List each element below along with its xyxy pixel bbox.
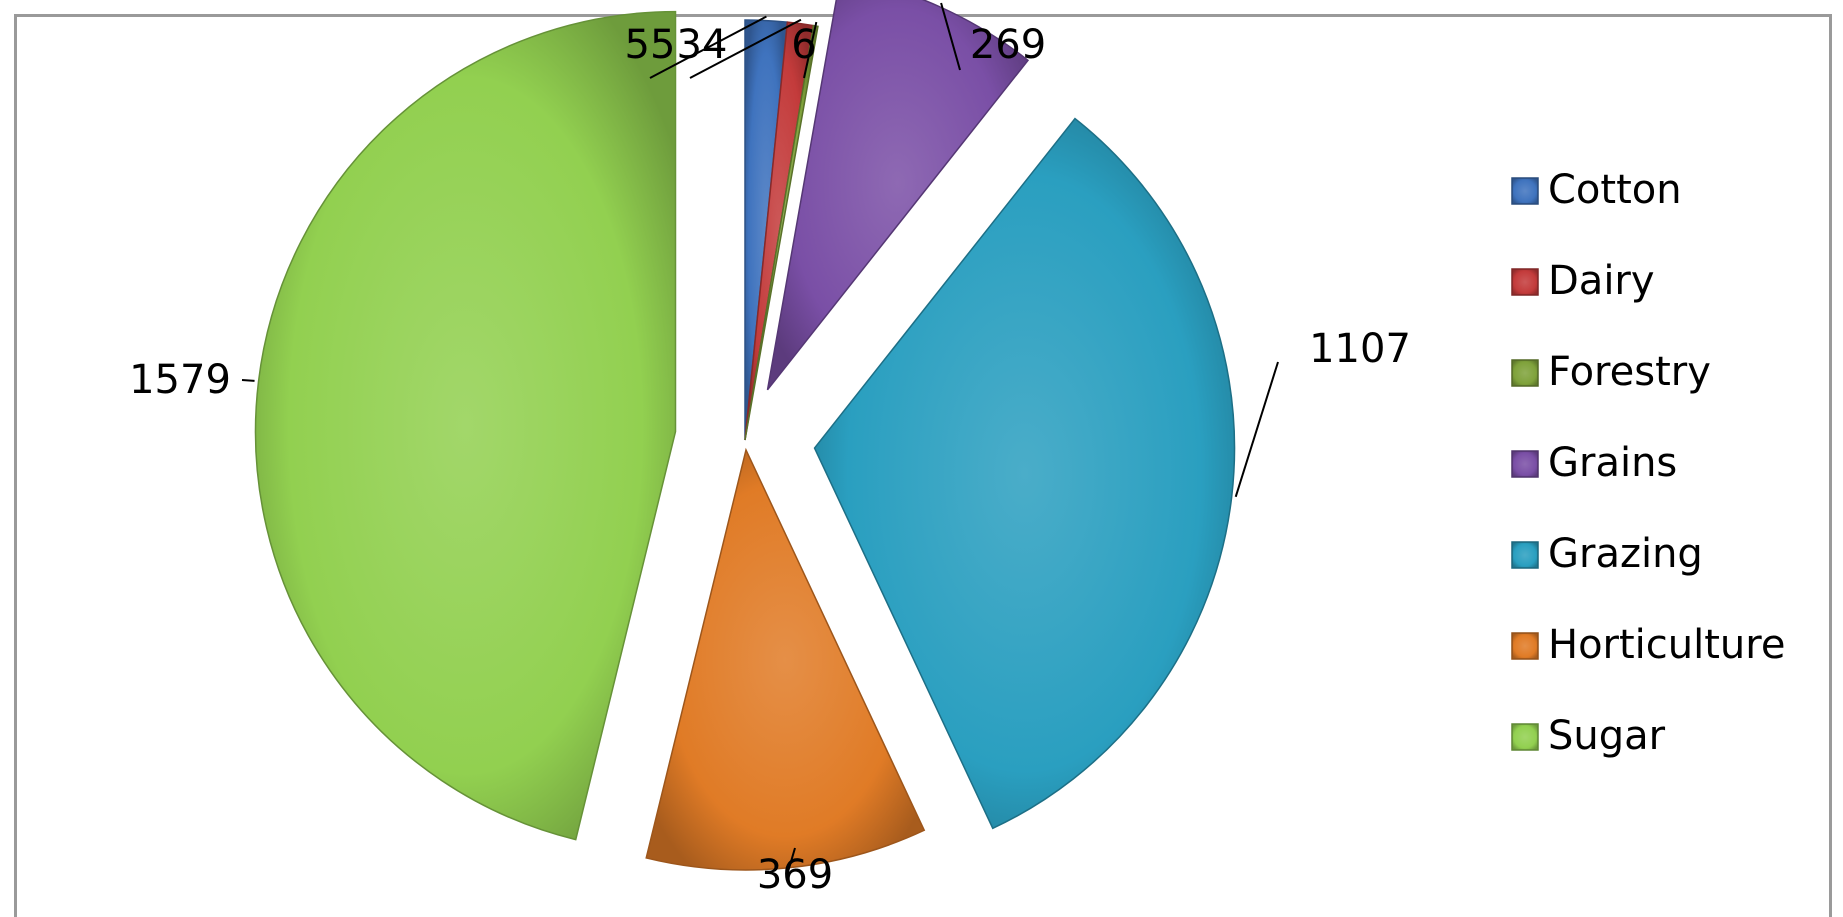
- legend-swatch-cotton: [1511, 177, 1539, 205]
- legend-label-cotton: Cotton: [1548, 167, 1682, 213]
- data-label-grazing: 1107: [1309, 326, 1411, 372]
- legend-swatch-forestry: [1511, 359, 1539, 387]
- data-label-grains: 269: [970, 22, 1046, 68]
- pie-slice-grazing: [813, 117, 1236, 830]
- legend-label-sugar: Sugar: [1548, 713, 1666, 759]
- legend-label-grains: Grains: [1548, 440, 1677, 486]
- legend-label-grazing: Grazing: [1548, 531, 1703, 577]
- leader-line-grains: [940, 2, 961, 71]
- pie-slice-sugar: [254, 10, 677, 841]
- data-labels: 55 34 6 269 1107 369 1579: [129, 22, 1411, 898]
- leader-line-dairy: [689, 18, 802, 79]
- legend-label-forestry: Forestry: [1548, 349, 1711, 395]
- leader-line-cotton: [649, 15, 767, 79]
- legend-swatch-sugar: [1511, 723, 1539, 751]
- legend-swatch-grains: [1511, 450, 1539, 478]
- data-label-sugar: 1579: [129, 357, 231, 403]
- leader-lines: [241, 2, 1279, 873]
- leader-line-sugar: [241, 379, 255, 382]
- pie-slice-horticulture: [645, 447, 926, 871]
- legend-label-dairy: Dairy: [1548, 258, 1655, 304]
- leader-line-forestry: [803, 21, 818, 79]
- leader-line-grazing: [1234, 361, 1279, 498]
- legend-label-horticulture: Horticulture: [1548, 622, 1785, 668]
- data-label-forestry: 6: [791, 22, 816, 68]
- legend-swatch-horticulture: [1511, 632, 1539, 660]
- legend: Cotton Dairy Forestry Grains Grazing Horticul…: [1511, 167, 1785, 759]
- pie-slice-grains: [766, 0, 1030, 391]
- slices-layer: [254, 0, 1236, 871]
- data-label-cotton: 55: [625, 22, 676, 68]
- data-label-dairy: 34: [677, 22, 728, 68]
- leader-line-horticulture: [787, 847, 796, 873]
- legend-swatch-grazing: [1511, 541, 1539, 569]
- legend-swatch-dairy: [1511, 268, 1539, 296]
- data-label-horticulture: 369: [757, 852, 833, 898]
